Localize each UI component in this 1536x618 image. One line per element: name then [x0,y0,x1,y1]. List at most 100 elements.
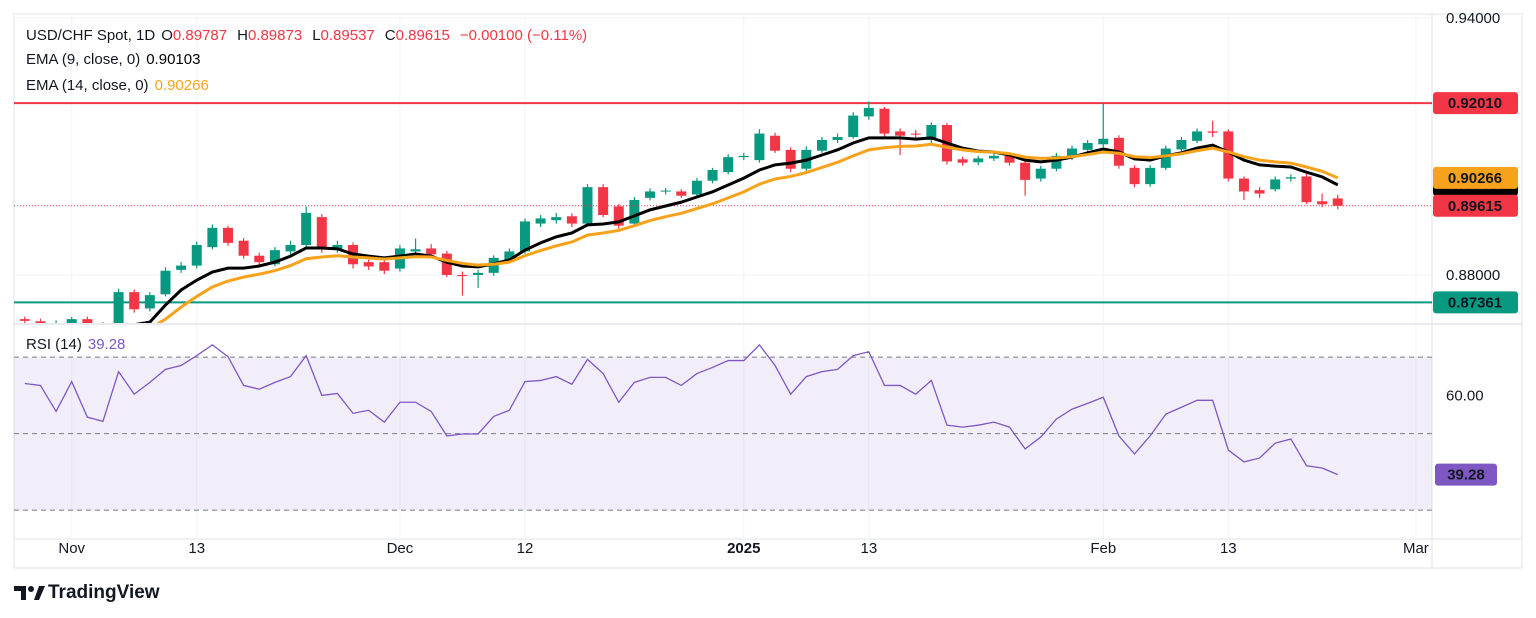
change-label: −0.00100 (−0.11%) [459,27,588,44]
legend-value: 0.90103 [146,51,201,68]
candle-body [1082,143,1093,150]
price-label: 0.87361 [1448,294,1502,311]
candle-body [410,249,421,252]
candle-body [332,245,343,250]
candle-body [457,275,468,276]
candle-body [144,295,155,309]
candle-body [551,217,562,221]
x-tick-label: 13 [860,540,877,557]
x-tick-label: Mar [1403,540,1429,557]
ohlc-value: 0.89787 [172,27,228,44]
candle-body [1004,155,1015,163]
candle-body [535,218,546,224]
candle-body [473,272,484,275]
ohlc-value: 0.89615 [395,27,450,44]
candle-body [301,212,312,245]
candle-body [1020,162,1031,180]
candle-body [1098,138,1109,145]
price-label-box [1433,194,1518,217]
candle-body [441,253,452,275]
candle-body [66,319,77,323]
ohlc-letter: L [312,27,321,44]
price-label-box [1433,92,1518,115]
candle-body [676,191,687,196]
candle-body [1160,148,1171,168]
candle-body [832,137,843,140]
header-legend: USD/CHF Spot, 1D O 0.89787 H 0.89873 L 0.89… [26,27,593,44]
y-tick-label: 0.88000 [1446,267,1500,284]
candle-body [1129,167,1140,185]
candle-body [82,319,93,323]
legend-name: RSI (14) [26,336,82,353]
ohlc-letter: H [237,27,248,44]
candle-body [207,227,218,248]
price-label-box [1433,166,1518,189]
rsi-line [24,343,1338,476]
candle-body [566,216,577,224]
candle-body [379,262,390,271]
candle-body [691,180,702,195]
candle-body [35,321,46,323]
price-label-box [1433,291,1518,314]
candle-body [863,107,874,117]
candle-body [269,250,280,265]
ema14-legend: EMA (14, close, 0) 0.90266 [26,77,215,94]
x-tick-label: 2025 [727,540,760,557]
ema-line [156,142,1339,323]
candle-body [785,149,796,169]
candle-body [113,292,124,323]
candle-body [1145,167,1156,185]
ohlc-letter: O [161,27,173,44]
candle-body [1332,198,1343,206]
candle-body [160,270,171,295]
candle-body [770,135,781,151]
rsi-tick-label: 60.00 [1446,387,1484,404]
price-label: 0.89615 [1448,198,1502,215]
x-tick-label: 13 [1220,540,1237,557]
candle-body [1223,131,1234,179]
axes: 0.94000 0.88000 Nov 13 Dec 12 2025 13 Feb 13 Mar 0.… [58,10,1518,557]
candle-body [238,240,249,256]
legend-value: 0.90266 [154,77,209,94]
candle-body [223,227,234,243]
candle-body [19,319,30,321]
candle-body [754,133,765,161]
candle-body [1192,131,1203,141]
candle-body [707,170,718,181]
candle-body [629,200,640,224]
rsi-band [14,357,1432,511]
candle-body [1301,176,1312,203]
candle-body [1254,190,1265,194]
candle-body [129,292,140,310]
candle-body [1285,177,1296,179]
ohlc-value: 0.89873 [247,27,303,44]
candle-body [816,140,827,151]
candle-body [957,159,968,163]
x-tick-label: Nov [58,540,85,557]
candle-body [519,221,530,252]
legend-value: 39.28 [87,336,126,353]
branding: TradingView [48,582,160,603]
x-tick-label: Feb [1090,540,1116,557]
candle-body [973,158,984,163]
logo [14,586,45,600]
x-tick-label: Dec [387,540,414,557]
candle-body [1067,148,1078,158]
y-tick-label: 0.94000 [1446,10,1500,27]
x-tick-label: 13 [188,540,205,557]
rsi-pane [14,325,1432,538]
x-tick-label: 12 [517,540,534,557]
ohlc-letter: C [384,27,396,44]
main-pane [14,14,1432,330]
candle-body [1051,155,1062,169]
candle-body [645,191,656,198]
candle-body [910,133,921,135]
ema9-legend: EMA (9, close, 0) 0.90103 [26,51,206,68]
candle-body [598,187,609,215]
candle-body [738,155,749,158]
candle-body [98,325,108,330]
price-label: 39.28 [1447,467,1485,484]
legend-name: EMA (14, close, 0) [26,77,149,94]
symbol-title: USD/CHF Spot, 1D [26,27,156,44]
